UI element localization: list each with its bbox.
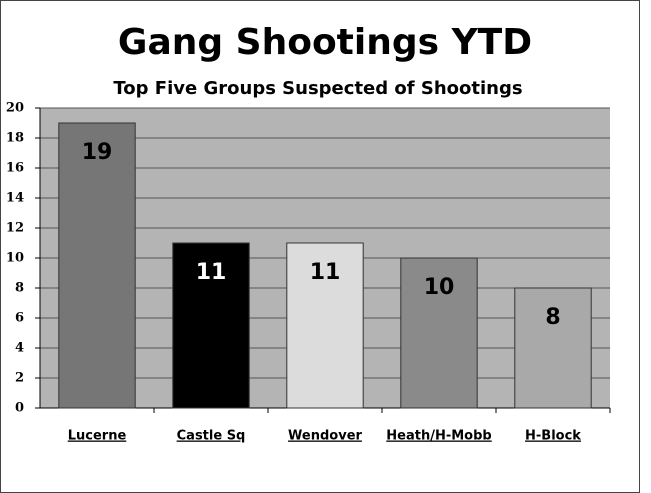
- y-tick-label: 10: [6, 251, 24, 266]
- bar: [58, 122, 136, 409]
- y-tick-label: 14: [6, 191, 24, 206]
- x-tick-label: Wendover: [288, 429, 362, 444]
- x-tick-label: Castle Sq: [177, 429, 246, 444]
- chart-subtitle: Top Five Groups Suspected of Shootings: [113, 78, 522, 99]
- bar: [514, 287, 592, 409]
- y-tick-label: 6: [15, 311, 24, 326]
- x-tick-label: Lucerne: [68, 429, 127, 444]
- bar: [286, 242, 364, 409]
- x-tick-label: Heath/H-Mobb: [386, 429, 491, 444]
- y-tick-label: 16: [6, 161, 24, 176]
- y-tick-label: 18: [6, 131, 24, 146]
- value-label: 8: [545, 305, 560, 330]
- value-label: 10: [424, 275, 455, 300]
- y-tick-label: 4: [15, 341, 24, 356]
- value-label: 11: [310, 260, 341, 285]
- y-tick-label: 0: [15, 401, 24, 416]
- y-tick-label: 2: [15, 371, 24, 386]
- y-tick-label: 12: [6, 221, 24, 236]
- x-tick-label: H-Block: [525, 429, 581, 444]
- bar: [172, 242, 250, 409]
- y-tick-label: 8: [15, 281, 24, 296]
- chart-title: Gang Shootings YTD: [118, 22, 532, 63]
- value-label: 11: [196, 260, 227, 285]
- value-label: 19: [82, 140, 113, 165]
- bar: [400, 257, 478, 409]
- y-tick-label: 20: [6, 101, 24, 116]
